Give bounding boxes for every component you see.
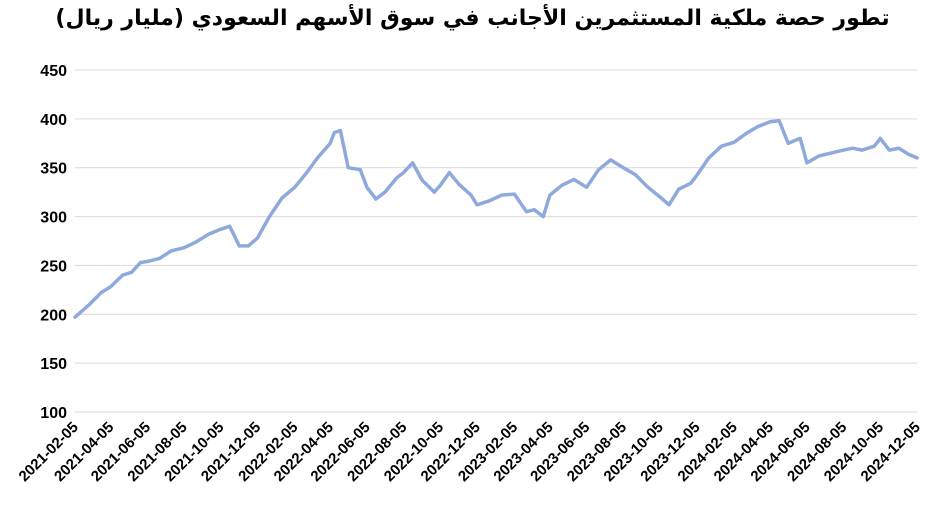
y-tick-label: 200	[40, 307, 67, 324]
x-axis-ticks: 2021-02-052021-04-052021-06-052021-08-05…	[16, 419, 924, 485]
gridlines	[75, 69, 917, 413]
chart-title: تطور حصة ملكية المستثمرين الأجانب في سوق…	[55, 6, 890, 31]
y-tick-label: 300	[40, 210, 67, 227]
y-tick-label: 250	[40, 258, 67, 275]
y-tick-label: 450	[40, 63, 67, 80]
y-tick-label: 400	[40, 112, 67, 129]
y-axis-ticks: 100 150 200 250 300 350 400 450	[40, 63, 67, 422]
series-line	[73, 119, 919, 319]
y-tick-label: 150	[40, 356, 67, 373]
y-tick-label: 100	[40, 405, 67, 422]
series-layer	[73, 119, 919, 319]
y-tick-label: 350	[40, 161, 67, 178]
